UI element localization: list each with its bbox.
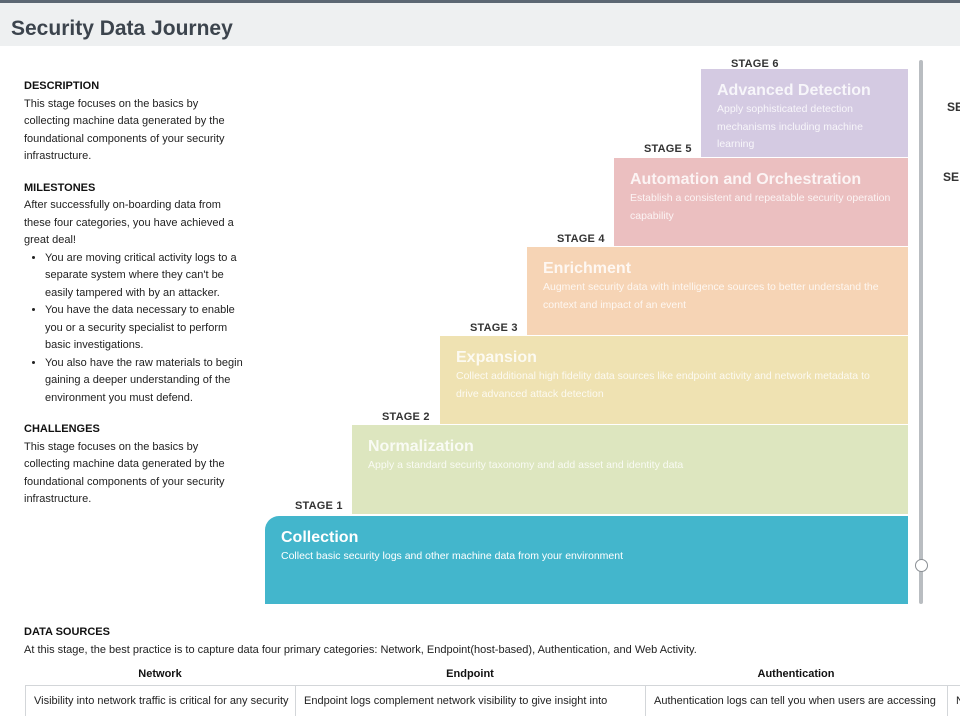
stage-2-desc: Apply a standard security taxonomy and a… [368,459,684,471]
milestones-title: MILESTONES [24,181,96,194]
page-title: Security Data Journey [11,17,233,40]
table-cell-web: N [947,685,960,716]
offscreen-label: SE [947,100,960,114]
stage-6-label: STAGE 6 [731,58,779,70]
stage-1-card[interactable]: Collection Collect basic security logs a… [265,516,908,604]
stage-5-label: STAGE 5 [644,143,692,155]
stage-1-name: Collection [281,529,359,546]
milestone-item: You are moving critical activity logs to… [45,250,246,303]
description-text: This stage focuses on the basics by coll… [24,97,225,163]
challenges-text: This stage focuses on the basics by coll… [24,440,225,506]
page-header: Security Data Journey [0,3,960,46]
stage-3-card[interactable]: Expansion Collect additional high fideli… [440,336,908,424]
milestones-intro: After successfully on-boarding data from… [24,199,234,246]
milestones-list: You are moving critical activity logs to… [24,250,246,408]
stage-detail-panel: DESCRIPTION This stage focuses on the ba… [24,78,246,523]
stage-5-card[interactable]: Automation and Orchestration Establish a… [614,158,908,246]
data-sources-text: At this stage, the best practice is to c… [24,644,697,656]
stage-2-label: STAGE 2 [382,411,430,423]
stage-3-label: STAGE 3 [470,322,518,334]
stage-6-name: Advanced Detection [717,82,871,99]
stage-6-card[interactable]: Advanced Detection Apply sophisticated d… [701,69,908,157]
stage-5-name: Automation and Orchestration [630,171,862,188]
offscreen-label: SE [943,170,960,184]
stage-3-desc: Collect additional high fidelity data so… [456,370,870,400]
challenges-title: CHALLENGES [24,423,100,435]
stage-1-label: STAGE 1 [295,500,343,512]
milestone-item: You have the data necessary to enable yo… [45,302,246,355]
data-sources-section: DATA SOURCES At this stage, the best pra… [24,625,954,659]
stage-1-desc: Collect basic security logs and other ma… [281,550,623,562]
column-header-authentication: Authentication [757,668,835,680]
stage-4-label: STAGE 4 [557,233,605,245]
stage-2-card[interactable]: Normalization Apply a standard security … [352,425,908,514]
data-sources-title: DATA SOURCES [24,626,110,638]
stage-5-desc: Establish a consistent and repeatable se… [630,192,891,222]
stage-3-name: Expansion [456,349,537,366]
stage-slider-track[interactable] [919,60,923,604]
stage-6-desc: Apply sophisticated detection mechanisms… [717,103,863,150]
stage-4-card[interactable]: Enrichment Augment security data with in… [527,247,908,335]
column-header-endpoint: Endpoint [446,668,494,680]
table-cell-authentication: Authentication logs can tell you when us… [645,685,948,716]
stage-4-name: Enrichment [543,260,632,277]
milestone-item: You also have the raw materials to begin… [45,355,246,408]
column-header-network: Network [138,668,182,680]
description-title: DESCRIPTION [24,80,100,92]
top-accent-bar [0,0,960,3]
stage-2-name: Normalization [368,438,474,455]
stage-slider-handle[interactable] [915,559,928,572]
table-cell-endpoint: Endpoint logs complement network visibil… [295,685,646,716]
table-cell-network: Visibility into network traffic is criti… [25,685,296,716]
stage-4-desc: Augment security data with intelligence … [543,281,879,311]
